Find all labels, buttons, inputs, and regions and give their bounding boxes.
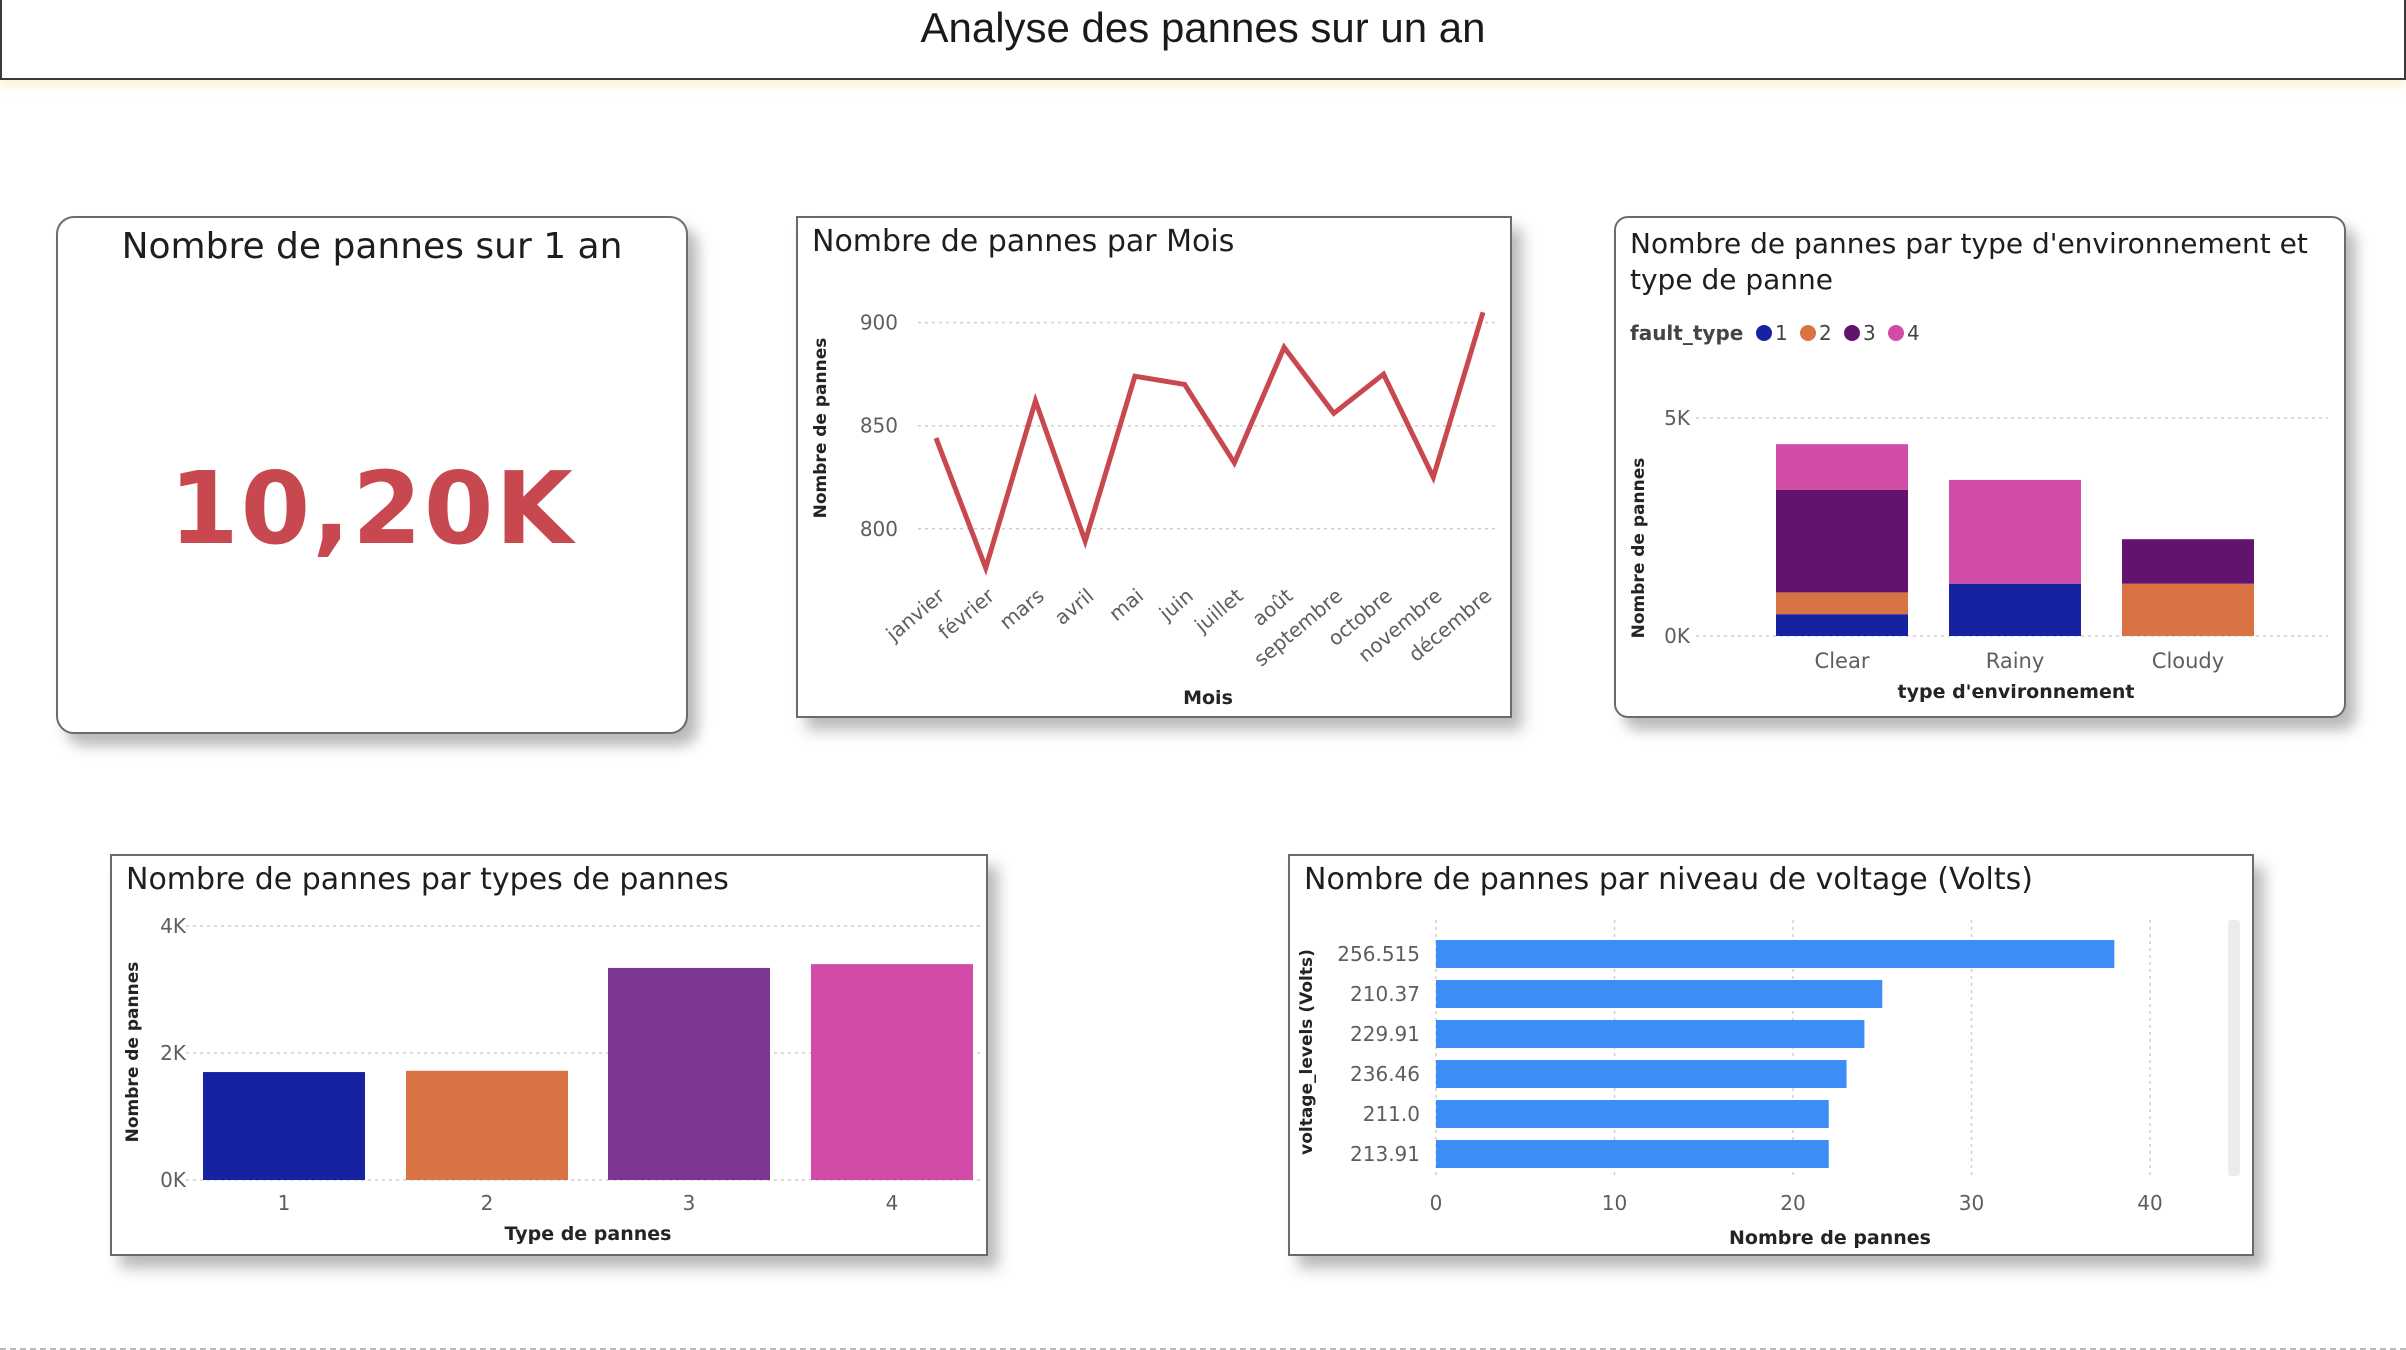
y-tick-label: 210.37 [1350, 982, 1420, 1006]
bar-segment [1776, 489, 1908, 593]
voltage-chart-title: Nombre de pannes par niveau de voltage (… [1304, 862, 2033, 897]
x-tick-label: Clear [1815, 649, 1870, 673]
x-tick-label: 30 [1959, 1191, 1984, 1215]
bar [1436, 980, 1883, 1008]
x-tick-label: janvier [881, 583, 950, 646]
y-axis-label: Nombre de pannes [123, 962, 143, 1143]
legend-marker-2 [1800, 325, 1816, 341]
x-axis-label: Type de pannes [505, 1223, 672, 1245]
x-tick-label: 2 [481, 1191, 494, 1215]
bar [1436, 940, 2115, 968]
legend-title: fault_type [1630, 321, 1743, 345]
y-tick-label: 211.0 [1363, 1102, 1420, 1126]
x-tick-label: 20 [1780, 1191, 1805, 1215]
series-line [933, 311, 1486, 576]
x-tick-label: mars [995, 583, 1049, 634]
bottom-divider [0, 1348, 2406, 1350]
bar [203, 1072, 365, 1180]
bar [608, 967, 770, 1180]
legend-marker-4 [1888, 325, 1904, 341]
y-tick-label: 0K [1664, 624, 1691, 648]
voltage-hbar-chart: 0 10 20 30 40 256.515 210.37 229.91 236.46 211.0 2… [1297, 920, 2240, 1249]
bar [406, 1070, 568, 1180]
x-tick-label: 1 [278, 1191, 291, 1215]
legend-label-3: 3 [1863, 321, 1876, 345]
bar-segment [2122, 539, 2254, 584]
y-tick-label: 236.46 [1350, 1062, 1420, 1086]
bar-segment [1949, 583, 2081, 636]
y-tick-label: 900 [860, 311, 898, 335]
bar [1436, 1100, 1829, 1128]
x-tick-label: 3 [683, 1191, 696, 1215]
y-tick-label: 800 [860, 517, 898, 541]
legend-label-2: 2 [1819, 321, 1832, 345]
kpi-card[interactable]: Nombre de pannes sur 1 an 10,20K [56, 216, 688, 734]
kpi-value: 10,20K [169, 450, 575, 567]
voltage-chart-card[interactable]: Nombre de pannes par niveau de voltage (… [1288, 854, 2254, 1256]
bar [1436, 1060, 1847, 1088]
y-tick-label: 229.91 [1350, 1022, 1420, 1046]
y-tick-label: 256.515 [1337, 942, 1420, 966]
y-tick-label: 4K [160, 914, 187, 938]
x-tick-label: 0 [1430, 1191, 1443, 1215]
scrollbar-track [2228, 920, 2240, 1176]
page-title: Analyse des pannes sur un an [920, 4, 1486, 51]
kpi-title: Nombre de pannes sur 1 an [121, 226, 623, 267]
page-header: Analyse des pannes sur un an [0, 0, 2406, 80]
bar-segment [2122, 583, 2254, 636]
y-tick-label: 850 [860, 414, 898, 438]
y-tick-label: 5K [1664, 406, 1691, 430]
bar-segment [1776, 614, 1908, 636]
y-tick-label: 2K [160, 1041, 187, 1065]
bar [1436, 1020, 1865, 1048]
y-tick-label: 0K [160, 1168, 187, 1192]
x-axis-label: type d'environnement [1898, 681, 2135, 703]
env-stacked-bar-chart: fault_type 1 2 3 4 0K 5K Clear Rainy Cloudy type d… [1629, 321, 2328, 703]
legend-label-4: 4 [1907, 321, 1920, 345]
y-axis-label: Nombre de pannes [811, 338, 831, 519]
y-axis-label: Nombre de pannes [1629, 458, 1649, 639]
faulttype-chart-card[interactable]: Nombre de pannes par types de pannes 0K 2… [110, 854, 988, 1256]
bar-segment [1776, 592, 1908, 615]
y-axis-label: voltage_levels (Volts) [1297, 949, 1317, 1155]
env-chart-card[interactable]: Nombre de pannes par type d'environnemen… [1614, 216, 2346, 718]
monthly-chart-title: Nombre de pannes par Mois [812, 224, 1235, 259]
x-tick-label: juillet [1189, 583, 1247, 638]
x-tick-label: février [933, 583, 999, 644]
env-chart-title-line1: Nombre de pannes par type d'environnemen… [1630, 227, 2308, 260]
x-tick-label: 4 [886, 1191, 899, 1215]
bar-segment [1949, 479, 2081, 584]
x-tick-label: avril [1050, 583, 1099, 629]
x-tick-label: mai [1104, 583, 1148, 625]
bar [811, 964, 973, 1180]
legend-marker-3 [1844, 325, 1860, 341]
monthly-chart-card[interactable]: Nombre de pannes par Mois 800 850 900 janvi… [796, 216, 1512, 718]
bar [1436, 1140, 1829, 1168]
x-tick-label: Rainy [1986, 649, 2045, 673]
faulttype-bar-chart: 0K 2K 4K 1 2 3 4 Type de pannes Nombre de pannes [123, 914, 980, 1245]
legend-label-1: 1 [1775, 321, 1788, 345]
x-axis-label: Mois [1183, 687, 1233, 709]
y-tick-label: 213.91 [1350, 1142, 1420, 1166]
env-chart-title-line2: type de panne [1630, 263, 1833, 296]
bar-segment [1776, 444, 1908, 490]
x-axis-label: Nombre de pannes [1729, 1227, 1931, 1249]
legend-marker-1 [1756, 325, 1772, 341]
x-tick-label: Cloudy [2152, 649, 2224, 673]
faulttype-chart-title: Nombre de pannes par types de pannes [126, 862, 729, 897]
x-tick-label: 10 [1602, 1191, 1627, 1215]
x-tick-label: 40 [2137, 1191, 2162, 1215]
